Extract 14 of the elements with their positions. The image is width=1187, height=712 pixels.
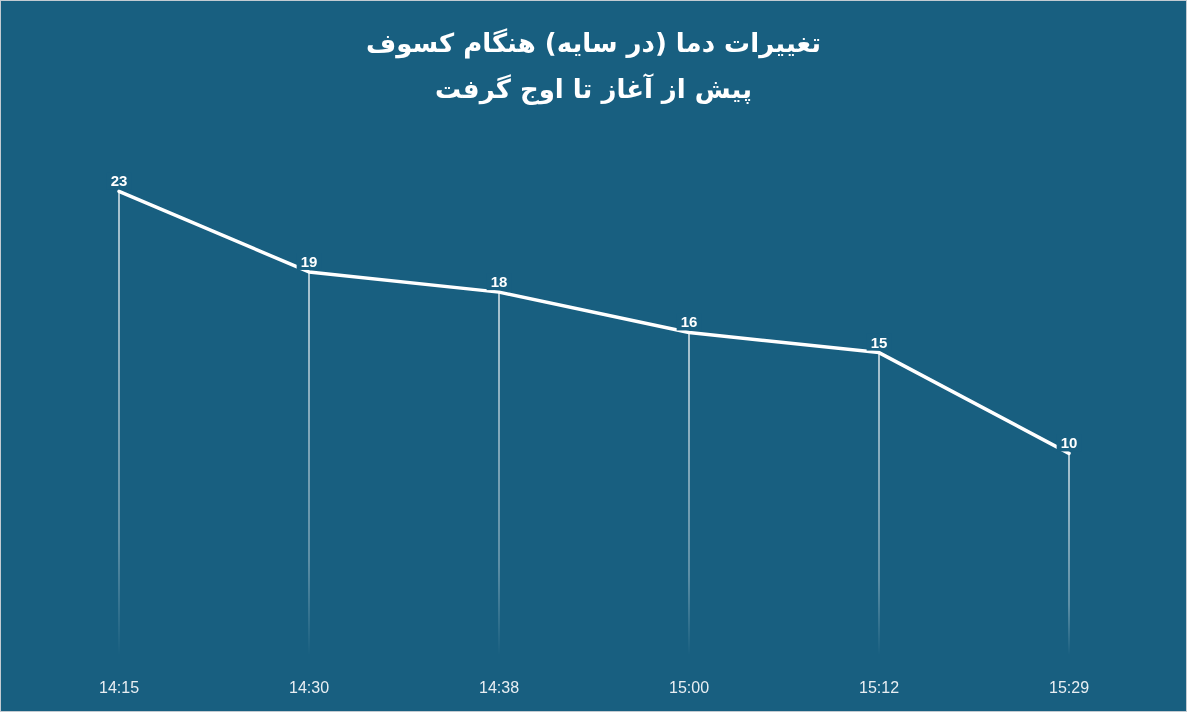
x-tick-label: 15:12 <box>858 678 900 696</box>
data-label: 16 <box>680 313 698 331</box>
x-tick-label: 15:29 <box>1048 678 1090 696</box>
x-tick-label: 14:30 <box>288 678 330 696</box>
data-label: 15 <box>870 333 888 351</box>
x-tick-label: 15:00 <box>668 678 710 696</box>
data-label: 23 <box>110 172 128 190</box>
chart-subtitle: پیش از آغاز تا اوج گرفت <box>435 73 752 105</box>
data-label: 18 <box>490 273 508 291</box>
x-tick-label: 14:38 <box>478 678 520 696</box>
data-label: 19 <box>300 252 318 270</box>
x-tick-label: 14:15 <box>98 678 140 696</box>
data-label: 10 <box>1060 434 1078 452</box>
chart-title: تغییرات دما (در سایه) هنگام کسوف <box>366 28 821 59</box>
